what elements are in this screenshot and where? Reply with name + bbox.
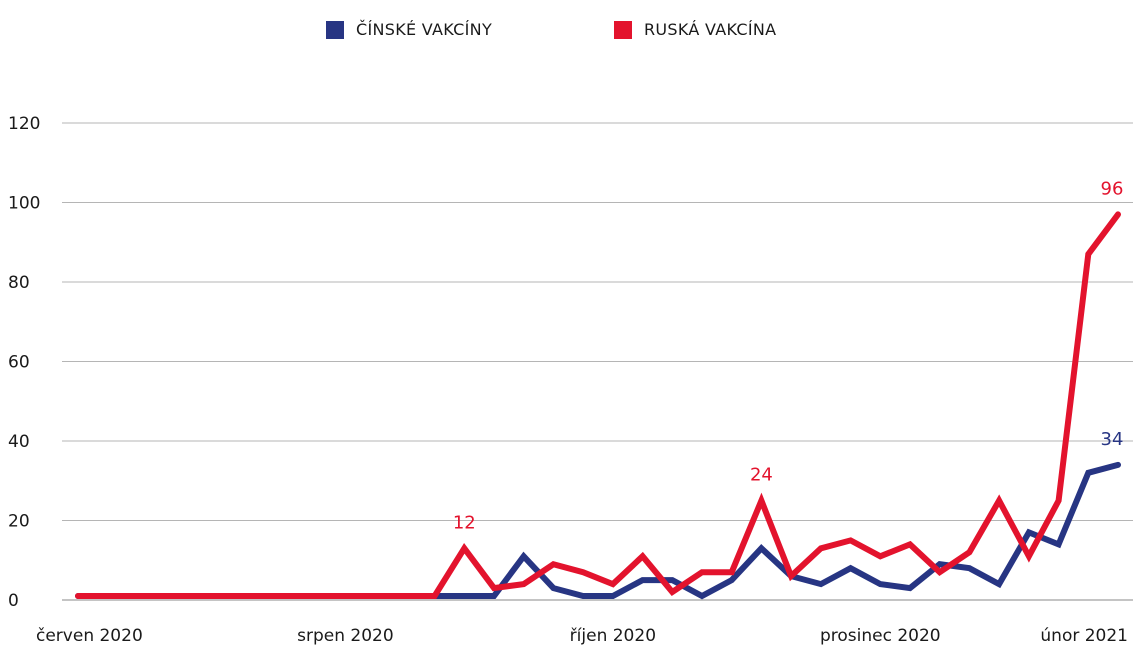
y-tick-label: 80 [8, 273, 30, 293]
y-tick-label: 20 [8, 512, 30, 532]
legend-swatch-russian [614, 20, 632, 39]
legend-item-russian: RUSKÁ VAKCÍNA [614, 20, 776, 39]
legend-swatch-chinese [326, 20, 344, 39]
legend: ČÍNSKÉ VAKCÍNY RUSKÁ VAKCÍNA [0, 20, 1133, 44]
y-tick-label: 40 [8, 432, 30, 452]
data-label-0-35: 34 [1101, 429, 1124, 450]
x-tick-label: prosinec 2020 [820, 626, 941, 646]
data-labels: 34 12 24 96 [453, 178, 1124, 533]
series-lines [75, 211, 1121, 600]
grid-lines [62, 122, 1133, 601]
x-tick-label: červen 2020 [36, 626, 143, 646]
data-label-1-35: 96 [1101, 178, 1124, 199]
y-tick-label: 0 [8, 591, 19, 611]
x-tick-label: únor 2021 [1040, 626, 1128, 646]
x-tick-label: srpen 2020 [297, 626, 394, 646]
y-axis: 0 20 40 60 80 100 120 [8, 114, 40, 611]
series-line-1 [75, 211, 1121, 599]
legend-item-chinese: ČÍNSKÉ VAKCÍNY [326, 20, 492, 39]
y-tick-label: 100 [8, 194, 40, 214]
y-tick-label: 60 [8, 353, 30, 373]
data-label-1-13: 12 [453, 512, 476, 533]
legend-label-chinese: ČÍNSKÉ VAKCÍNY [356, 20, 493, 39]
data-label-1-23: 24 [750, 465, 773, 486]
y-tick-label: 120 [8, 114, 40, 134]
legend-label-russian: RUSKÁ VAKCÍNA [644, 20, 777, 39]
x-axis: červen 2020 srpen 2020 říjen 2020 prosinec … [36, 626, 1128, 646]
x-tick-label: říjen 2020 [570, 626, 656, 646]
